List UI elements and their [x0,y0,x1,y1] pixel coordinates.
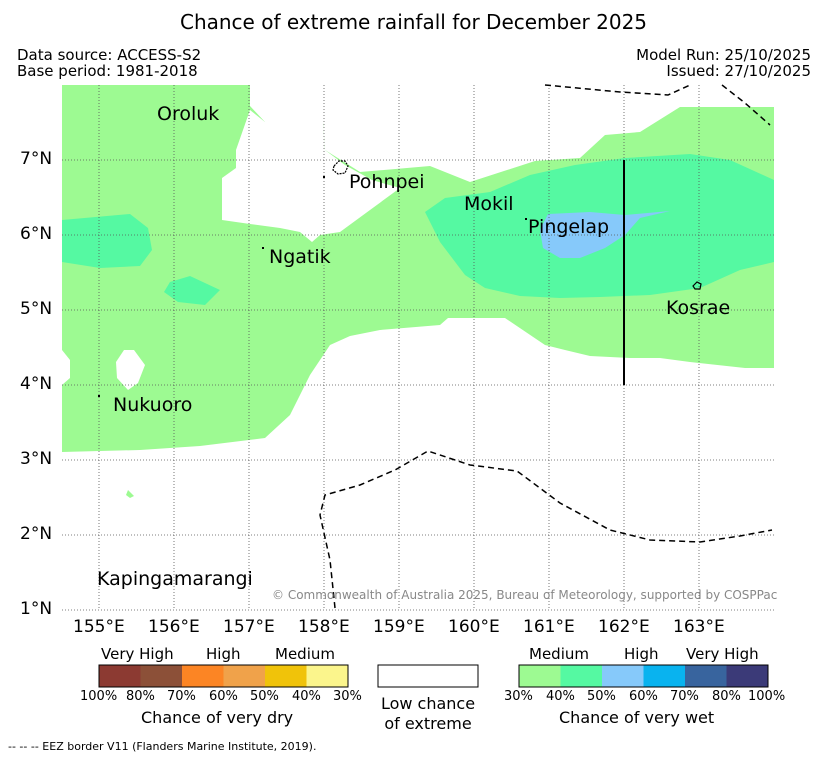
wet-tick-label: 40% [546,689,575,704]
place-label-nukuoro: Nukuoro [113,394,193,416]
lon-tick: 159°E [373,617,425,637]
low-chance-swatch [377,664,479,688]
wet-group-label: Medium [529,645,589,663]
dry-tick-label: 50% [250,689,279,704]
low-chance-area [116,350,145,390]
wet-tick-label: 100% [748,689,786,704]
wet-legend-bar [518,664,769,688]
lon-tick: 158°E [298,617,350,637]
kosrae-island [692,281,702,290]
wet-swatch-4 [643,665,685,687]
lat-tick: 4°N [20,374,53,394]
lon-tick: 156°E [148,617,200,637]
data-source: Data source: ACCESS-S2 [17,46,202,64]
eez-border [544,84,691,96]
dry-swatch-4 [223,665,265,687]
islet-marker [525,218,527,220]
model-run: Model Run: 25/10/2025 [636,46,811,64]
base-period: Base period: 1981-2018 [17,62,198,80]
islet-marker [98,395,100,397]
lon-tick: 161°E [523,617,575,637]
dry-legend-bar [98,664,349,688]
lon-tick: 157°E [223,617,275,637]
dry-group-label: High [206,645,241,663]
wet-tick-label: 30% [504,689,533,704]
place-label-kosrae: Kosrae [666,297,731,319]
wet-swatch-1 [519,665,561,687]
lon-tick: 163°E [673,617,725,637]
low-chance-label: Low chance [380,694,476,713]
dry-swatch-3 [182,665,224,687]
issued-date: Issued: 27/10/2025 [666,62,811,80]
wet-tick-label: 70% [670,689,699,704]
place-label-kapingamarangi: Kapingamarangi [97,568,253,590]
dry-tick-label: 40% [292,689,321,704]
low-chance-area [62,350,70,385]
wet-group-label: Very High [686,645,759,663]
wet-group-label: High [624,645,659,663]
wet-medium-high-region [164,276,220,305]
place-label-mokil: Mokil [464,193,514,215]
wet-medium-high-region [62,214,152,268]
islet-marker [323,176,325,178]
eez-border [319,450,773,609]
low-chance-area [222,110,400,242]
dry-group-label: Medium [275,645,335,663]
wet-tick-label: 50% [587,689,616,704]
wet-high-region [540,211,670,258]
lat-tick: 1°N [20,599,53,619]
wet-tick-label: 80% [712,689,741,704]
dry-legend-caption: Chance of very dry [141,708,294,727]
wet-swatch-2 [560,665,602,687]
lat-tick: 6°N [20,224,53,244]
dry-tick-label: 60% [209,689,238,704]
chart-title: Chance of extreme rainfall for December … [179,10,648,34]
dry-group-label: Very High [101,645,174,663]
wet-tick-label: 60% [629,689,658,704]
wet-medium-region [126,490,134,498]
dry-swatch-6 [306,665,348,687]
place-label-pingelap: Pingelap [528,216,610,238]
wet-legend-caption: Chance of very wet [559,708,715,727]
pohnpei-island [332,160,349,175]
dry-tick-label: 80% [126,689,155,704]
dry-tick-label: 70% [167,689,196,704]
lon-tick: 160°E [448,617,500,637]
wet-swatch-5 [685,665,727,687]
dry-tick-label: 30% [333,689,362,704]
eez-border [721,84,771,126]
place-label-oroluk: Oroluk [157,103,220,125]
dry-tick-label: 100% [80,689,118,704]
lat-tick: 3°N [20,449,53,469]
place-label-pohnpei: Pohnpei [349,171,425,193]
dry-swatch-5 [265,665,307,687]
lat-tick: 7°N [20,149,53,169]
dry-swatch-2 [140,665,182,687]
islet-marker [262,247,264,249]
low-chance-label: of extreme [384,714,472,733]
eez-footnote: -- -- -- EEZ border V11 (Flanders Marine… [8,740,317,753]
lat-tick: 5°N [20,299,53,319]
wet-swatch-6 [726,665,768,687]
lat-tick: 2°N [20,524,53,544]
lon-tick: 155°E [73,617,125,637]
place-label-ngatik: Ngatik [269,246,331,268]
dry-swatch-1 [99,665,141,687]
lon-tick: 162°E [598,617,650,637]
copyright-notice: © Commonwealth of Australia 2025, Bureau… [272,588,778,602]
wet-swatch-3 [602,665,644,687]
